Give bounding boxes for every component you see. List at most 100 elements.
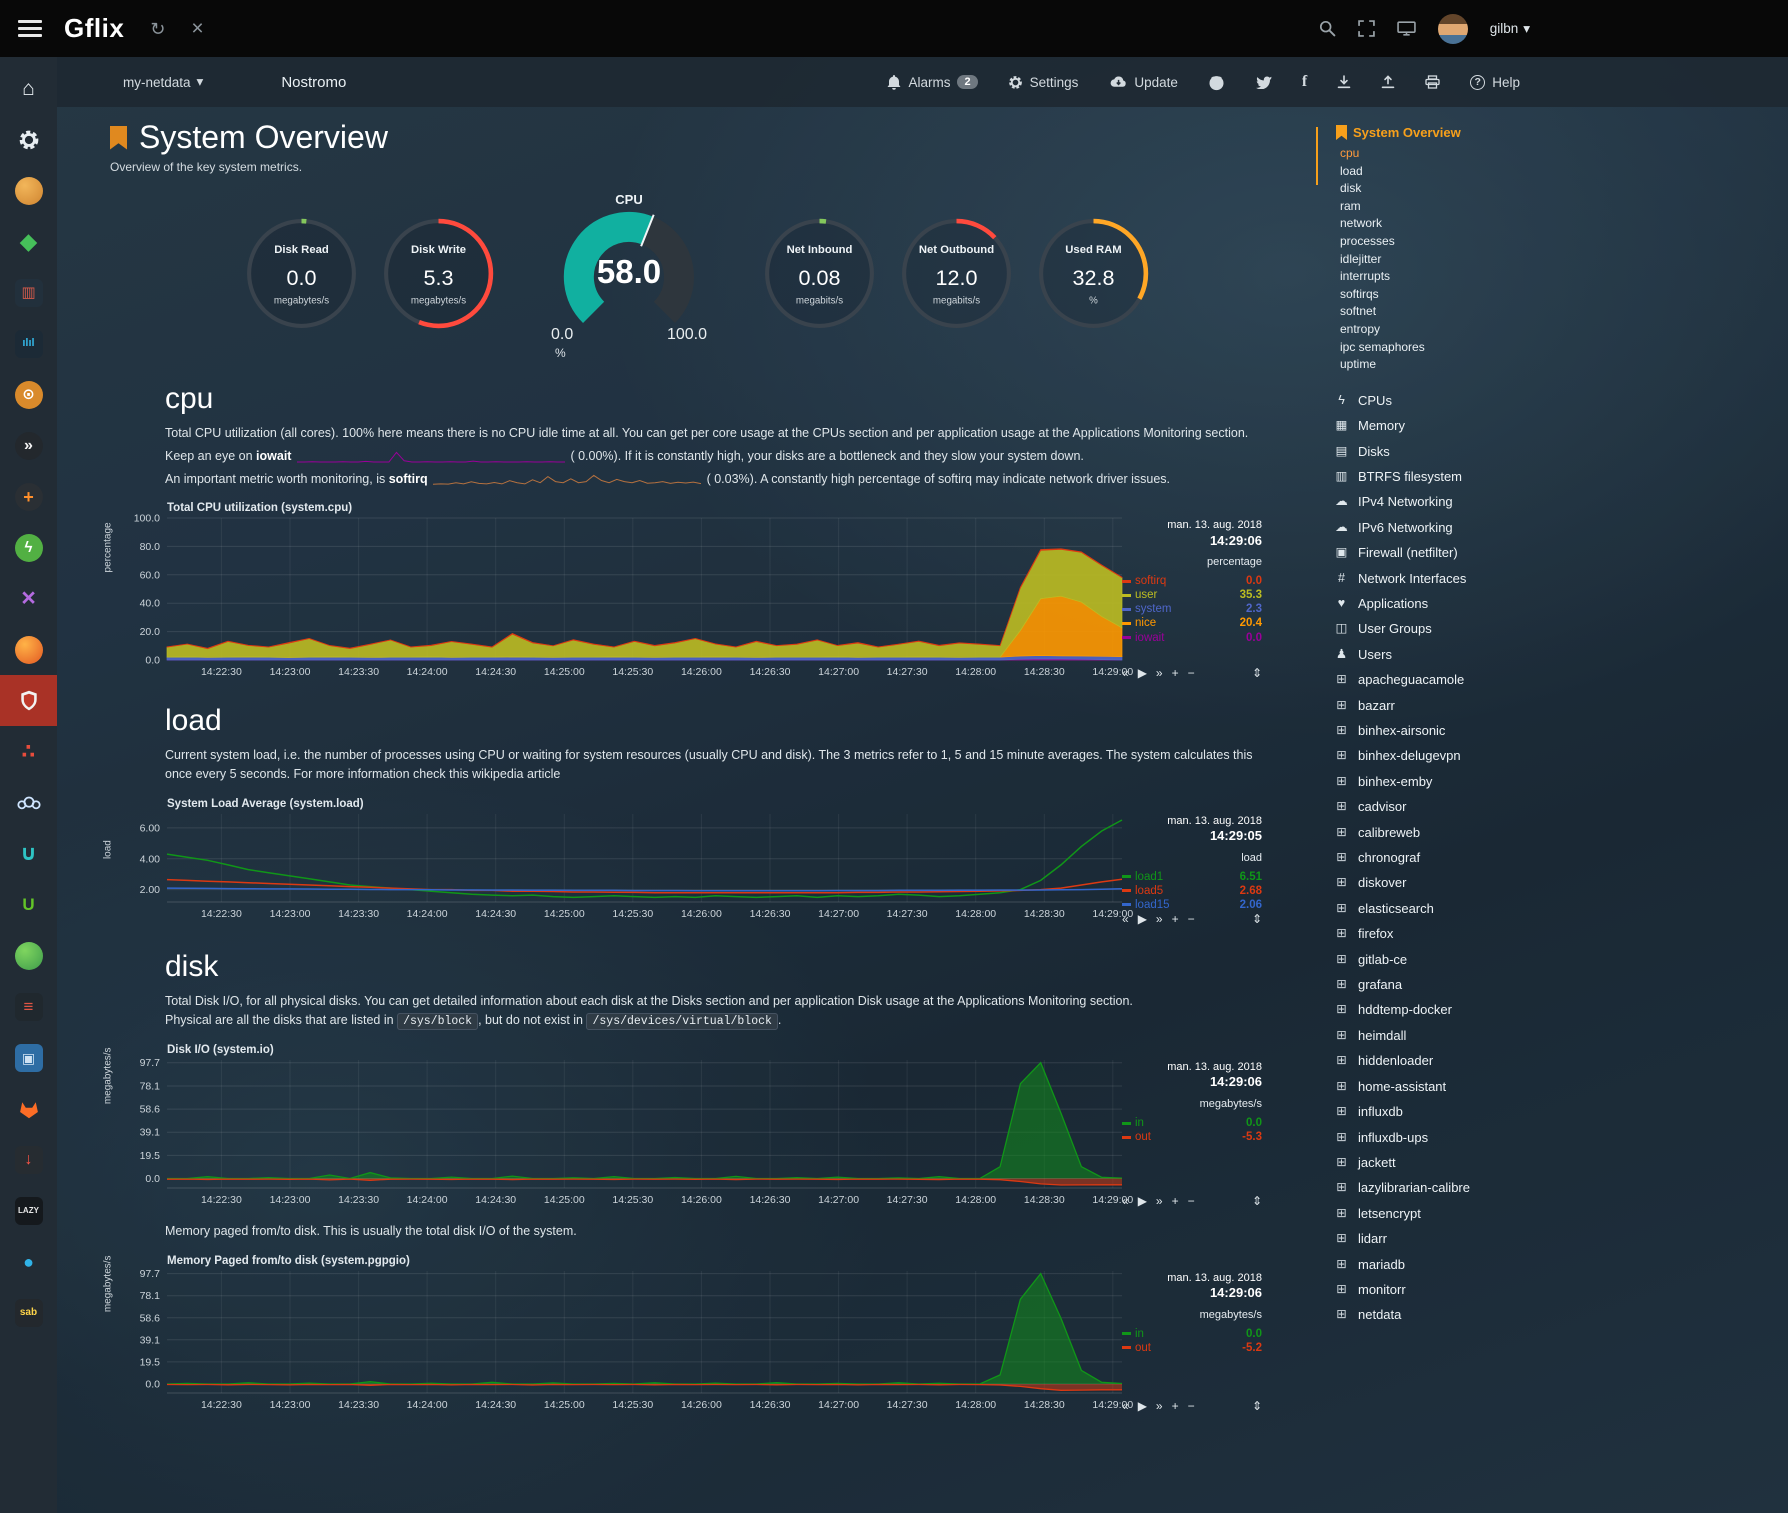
pan-right-button[interactable]: »	[1155, 1398, 1163, 1413]
sidebar-app-app-drop[interactable]: ●	[0, 1236, 57, 1287]
nav-app-mariadb[interactable]: ⊞ mariadb	[1316, 1252, 1606, 1277]
nav-section-users[interactable]: ♟ Users	[1316, 642, 1606, 667]
host-dropdown[interactable]: my-netdata ▾	[123, 74, 203, 90]
zoom-out-button[interactable]: −	[1187, 1193, 1195, 1208]
legend-row-load15[interactable]: load15 2.06	[1122, 898, 1262, 912]
sidebar-app-app-dots[interactable]: ∴	[0, 726, 57, 777]
play-button[interactable]: ▶	[1137, 666, 1147, 681]
nav-app-hddtemp-docker[interactable]: ⊞ hddtemp-docker	[1316, 997, 1606, 1022]
legend-row-system[interactable]: system 2.3	[1122, 602, 1262, 616]
nav-app-binhex-airsonic[interactable]: ⊞ binhex-airsonic	[1316, 718, 1606, 743]
nav-sub-ipc-semaphores[interactable]: ipc semaphores	[1340, 339, 1425, 354]
sidebar-app-app-down[interactable]: ↓	[0, 1134, 57, 1185]
sidebar-app-app-audio[interactable]: ılıl	[0, 318, 57, 369]
play-button[interactable]: ▶	[1137, 1398, 1147, 1413]
legend-row-user[interactable]: user 35.3	[1122, 588, 1262, 602]
sidebar-app-app-x[interactable]: ×	[0, 573, 57, 624]
nav-sub-network[interactable]: network	[1340, 216, 1383, 231]
user-avatar[interactable]	[1437, 13, 1468, 44]
sidebar-app-app-u-green[interactable]: U	[0, 879, 57, 930]
nav-app-heimdall[interactable]: ⊞ heimdall	[1316, 1023, 1606, 1048]
nav-app-elasticsearch[interactable]: ⊞ elasticsearch	[1316, 896, 1606, 921]
nav-section-ipv6-networking[interactable]: ☁ IPv6 Networking	[1316, 515, 1606, 540]
sidebar-app-app-flame[interactable]	[0, 624, 57, 675]
github-button[interactable]	[1208, 74, 1225, 91]
nav-section-network-interfaces[interactable]: # Network Interfaces	[1316, 566, 1606, 591]
legend-row-in[interactable]: in 0.0	[1122, 1116, 1262, 1130]
legend-row-out[interactable]: out -5.2	[1122, 1341, 1262, 1355]
nav-app-binhex-delugevpn[interactable]: ⊞ binhex-delugevpn	[1316, 743, 1606, 768]
sidebar-app-app-cross[interactable]: +	[0, 471, 57, 522]
refresh-icon[interactable]: ↻	[150, 18, 166, 39]
sidebar-app-nextcloud[interactable]	[0, 777, 57, 828]
zoom-in-button[interactable]: +	[1171, 1398, 1179, 1413]
nav-app-monitorr[interactable]: ⊞ monitorr	[1316, 1277, 1606, 1302]
nav-app-diskover[interactable]: ⊞ diskover	[1316, 870, 1606, 895]
sidebar-app-lazylibrarian[interactable]: LAZY	[0, 1185, 57, 1236]
disk-chart-plot[interactable]: 14:22:30 14:23:00 14:23:30 14:24:00 14:24:30…	[112, 1057, 1134, 1210]
nav-sub-idlejitter[interactable]: idlejitter	[1340, 251, 1382, 266]
pan-right-button[interactable]: »	[1155, 1193, 1163, 1208]
facebook-button[interactable]: f	[1302, 73, 1307, 91]
search-icon[interactable]	[1319, 20, 1336, 37]
legend-row-nice[interactable]: nice 20.4	[1122, 616, 1262, 630]
sidebar-app-sabnzbd[interactable]: sab	[0, 1287, 57, 1338]
nav-app-calibreweb[interactable]: ⊞ calibreweb	[1316, 820, 1606, 845]
sidebar-app-organizr[interactable]	[0, 165, 57, 216]
nav-app-lidarr[interactable]: ⊞ lidarr	[1316, 1226, 1606, 1251]
sidebar-app-settings[interactable]	[0, 114, 57, 165]
pan-left-button[interactable]: «	[1122, 666, 1129, 681]
hamburger-menu-icon[interactable]	[18, 20, 42, 37]
gauge-cpu[interactable]: CPU 58.0 0.0 100.0 %	[525, 192, 733, 360]
zoom-out-button[interactable]: −	[1187, 911, 1195, 926]
sidebar-app-netdata[interactable]	[0, 675, 57, 726]
sidebar-app-app-bolt[interactable]: ϟ	[0, 522, 57, 573]
zoom-in-button[interactable]: +	[1171, 666, 1179, 681]
sidebar-app-home[interactable]: ⌂	[0, 63, 57, 114]
sidebar-app-app-search[interactable]: ⊙	[0, 369, 57, 420]
close-icon[interactable]: ×	[191, 17, 204, 40]
zoom-in-button[interactable]: +	[1171, 911, 1179, 926]
display-icon[interactable]	[1396, 21, 1416, 36]
help-button[interactable]: ? Help	[1470, 74, 1520, 90]
nav-section-firewall-netfilter-[interactable]: ▣ Firewall (netfilter)	[1316, 540, 1606, 565]
nav-sub-processes[interactable]: processes	[1340, 233, 1395, 248]
nav-app-chronograf[interactable]: ⊞ chronograf	[1316, 845, 1606, 870]
nav-app-influxdb-ups[interactable]: ⊞ influxdb-ups	[1316, 1125, 1606, 1150]
nav-section-applications[interactable]: ♥ Applications	[1316, 591, 1606, 616]
nav-app-hiddenloader[interactable]: ⊞ hiddenloader	[1316, 1048, 1606, 1073]
pan-left-button[interactable]: «	[1122, 911, 1129, 926]
gauge-used-ram[interactable]: Used RAM 32.8 %	[1037, 217, 1150, 335]
nav-app-firefox[interactable]: ⊞ firefox	[1316, 921, 1606, 946]
wikipedia-link[interactable]: wikipedia article	[472, 767, 561, 781]
user-menu[interactable]: gilbn ▾	[1490, 21, 1530, 37]
nav-section-cpus[interactable]: ϟ CPUs	[1316, 388, 1606, 413]
nav-app-cadvisor[interactable]: ⊞ cadvisor	[1316, 794, 1606, 819]
pgpgio-chart-plot[interactable]: 14:22:30 14:23:00 14:23:30 14:24:00 14:24:30…	[112, 1268, 1134, 1415]
nav-app-apacheguacamole[interactable]: ⊞ apacheguacamole	[1316, 667, 1606, 692]
legend-row-in[interactable]: in 0.0	[1122, 1327, 1262, 1341]
print-button[interactable]	[1425, 75, 1440, 89]
play-button[interactable]: ▶	[1137, 911, 1147, 926]
nav-sub-entropy[interactable]: entropy	[1340, 321, 1381, 336]
download-button[interactable]	[1337, 75, 1351, 89]
fullscreen-icon[interactable]	[1357, 20, 1375, 37]
nav-sub-disk[interactable]: disk	[1340, 181, 1362, 196]
resize-handle[interactable]: ⇕	[1251, 911, 1262, 926]
pan-right-button[interactable]: »	[1155, 666, 1163, 681]
cpu-chart-plot[interactable]: 14:22:30 14:23:00 14:23:30 14:24:00 14:24:30…	[112, 513, 1134, 682]
softirq-sparkline[interactable]	[433, 473, 702, 486]
nav-app-influxdb[interactable]: ⊞ influxdb	[1316, 1099, 1606, 1124]
play-button[interactable]: ▶	[1137, 1193, 1147, 1208]
resize-handle[interactable]: ⇕	[1251, 666, 1262, 681]
nav-app-letsencrypt[interactable]: ⊞ letsencrypt	[1316, 1201, 1606, 1226]
nav-app-gitlab-ce[interactable]: ⊞ gitlab-ce	[1316, 947, 1606, 972]
resize-handle[interactable]: ⇕	[1251, 1193, 1262, 1208]
nav-app-jackett[interactable]: ⊞ jackett	[1316, 1150, 1606, 1175]
sidebar-app-app-bars[interactable]: ≡	[0, 981, 57, 1032]
nav-sub-uptime[interactable]: uptime	[1340, 357, 1377, 372]
nav-app-grafana[interactable]: ⊞ grafana	[1316, 972, 1606, 997]
nav-sub-cpu[interactable]: cpu	[1340, 146, 1360, 160]
gauge-net-outbound[interactable]: Net Outbound 12.0 megabits/s	[900, 217, 1013, 335]
sidebar-app-app-books[interactable]: ▥	[0, 267, 57, 318]
